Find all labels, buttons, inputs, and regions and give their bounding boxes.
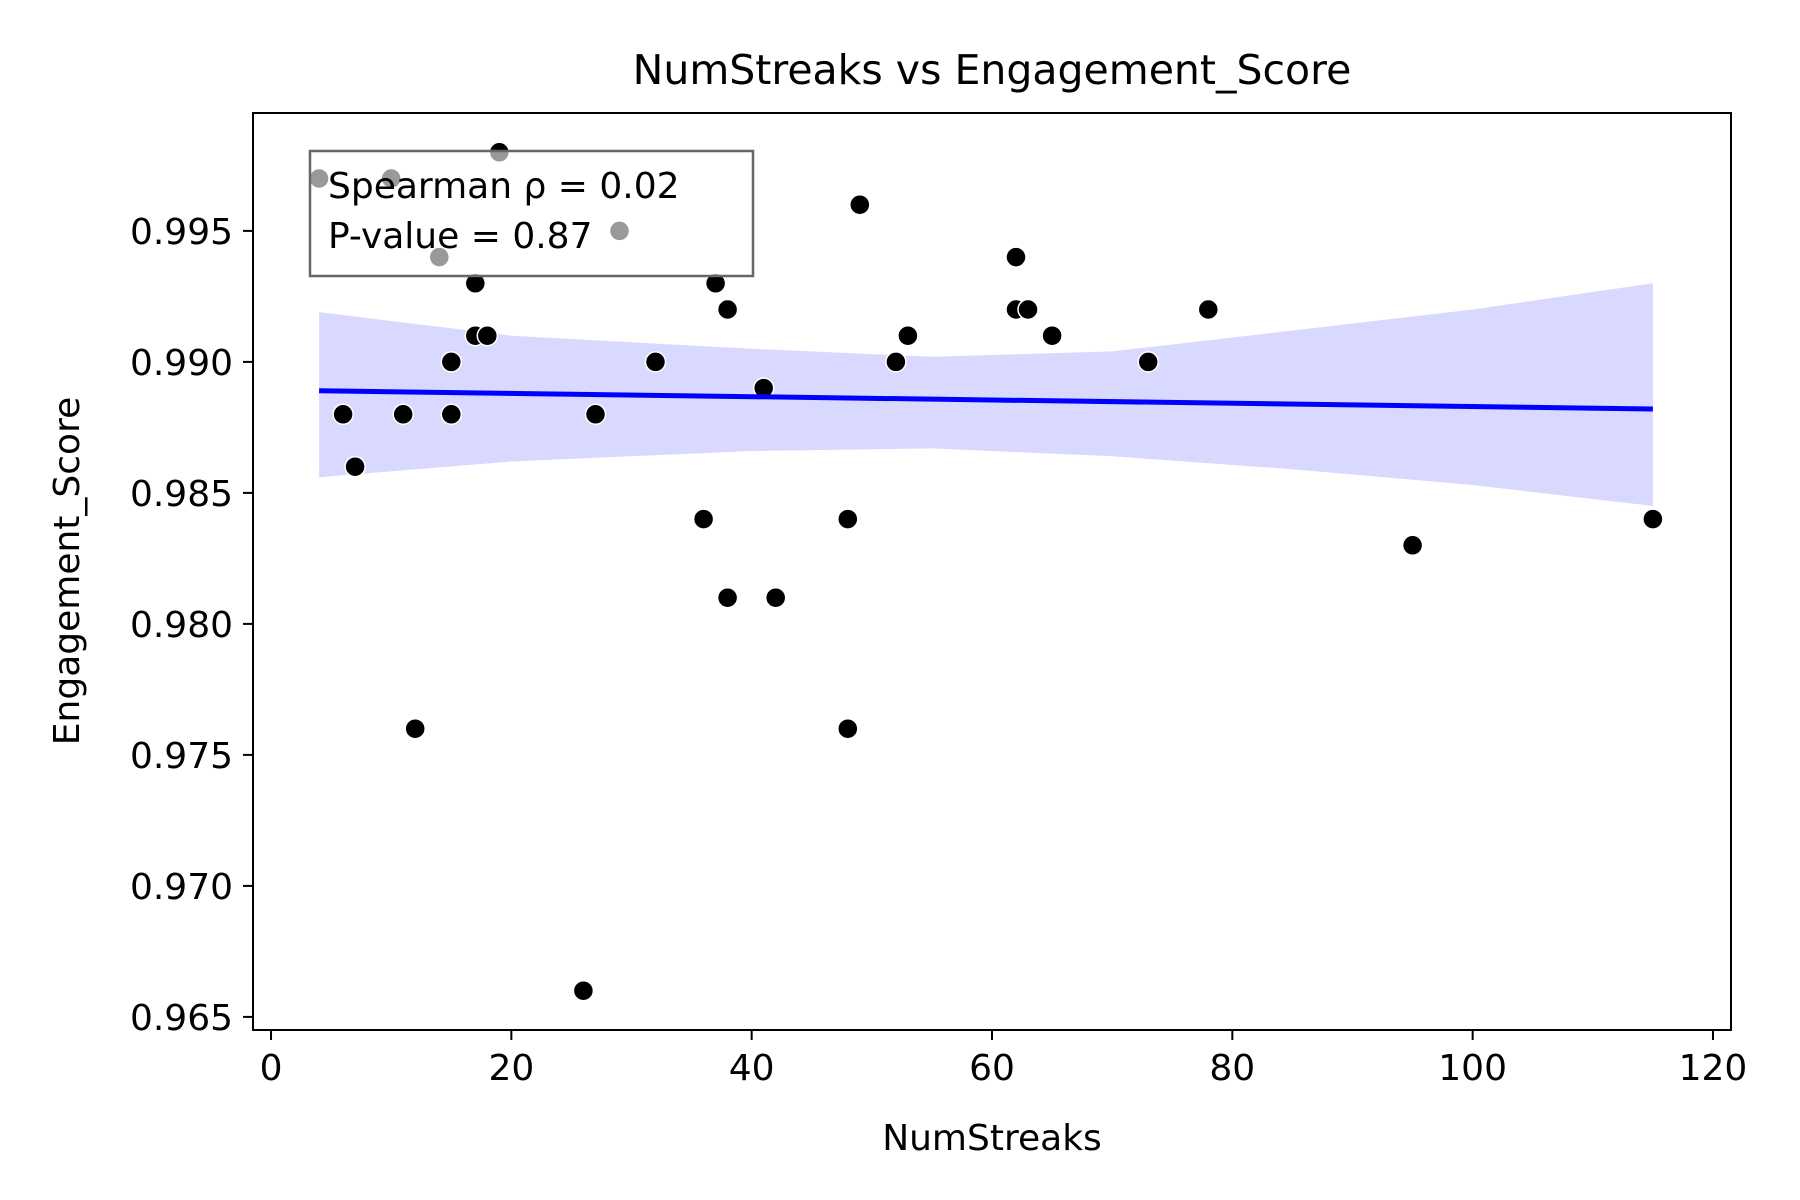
data-point — [692, 508, 715, 530]
x-tick-label: 0 — [260, 1048, 283, 1089]
y-axis-label: Engagement_Score — [47, 397, 88, 745]
annotation-box: Spearman ρ = 0.02 P-value = 0.87 — [308, 149, 755, 278]
data-point — [404, 717, 426, 740]
y-tick-label: 0.990 — [130, 343, 233, 384]
x-tick-label: 100 — [1438, 1048, 1507, 1089]
data-point — [1041, 324, 1063, 347]
y-axis-ticks: 0.965 0.970 0.975 0.980 0.985 0.990 0.995 — [130, 212, 253, 1039]
data-point — [716, 298, 739, 321]
data-point — [440, 351, 463, 373]
data-point — [440, 403, 463, 426]
y-tick-label: 0.995 — [130, 212, 233, 253]
data-point — [764, 586, 787, 609]
y-tick-label: 0.980 — [130, 605, 233, 646]
y-tick-label: 0.965 — [130, 998, 233, 1039]
x-tick-label: 80 — [1209, 1048, 1255, 1089]
x-tick-label: 20 — [488, 1048, 534, 1089]
data-point — [332, 403, 354, 426]
data-point — [476, 324, 499, 347]
annotation-line-2: P-value = 0.87 — [328, 216, 592, 257]
x-axis-label: NumStreaks — [882, 1118, 1102, 1159]
data-point — [837, 508, 859, 530]
data-point — [344, 455, 366, 478]
confidence-band-layer — [319, 283, 1653, 506]
data-point — [1401, 534, 1424, 557]
confidence-band — [319, 283, 1653, 506]
y-tick-label: 0.975 — [130, 736, 233, 777]
data-point — [897, 324, 919, 347]
annotation-border — [308, 149, 755, 278]
x-tick-label: 120 — [1679, 1048, 1748, 1089]
data-point — [849, 193, 871, 216]
data-point — [1137, 351, 1159, 373]
data-point — [716, 586, 739, 609]
y-tick-label: 0.970 — [130, 867, 233, 908]
data-point — [572, 979, 595, 1002]
data-point — [392, 403, 414, 426]
x-tick-label: 60 — [969, 1048, 1015, 1089]
data-point — [837, 717, 859, 740]
data-point — [1642, 508, 1664, 530]
data-point — [644, 351, 667, 373]
y-tick-label: 0.985 — [130, 474, 233, 515]
x-tick-label: 40 — [729, 1048, 775, 1089]
x-axis-ticks: 0 20 40 60 80 100 120 — [260, 1030, 1748, 1089]
data-point — [1197, 298, 1220, 321]
data-point — [885, 351, 907, 373]
data-point — [1005, 246, 1027, 268]
chart-title: NumStreaks vs Engagement_Score — [633, 46, 1352, 94]
data-point — [584, 403, 607, 426]
regression-line — [319, 388, 1653, 412]
regression-line-layer — [319, 388, 1653, 412]
data-point — [1017, 298, 1039, 321]
annotation-line-1: Spearman ρ = 0.02 — [328, 166, 680, 207]
